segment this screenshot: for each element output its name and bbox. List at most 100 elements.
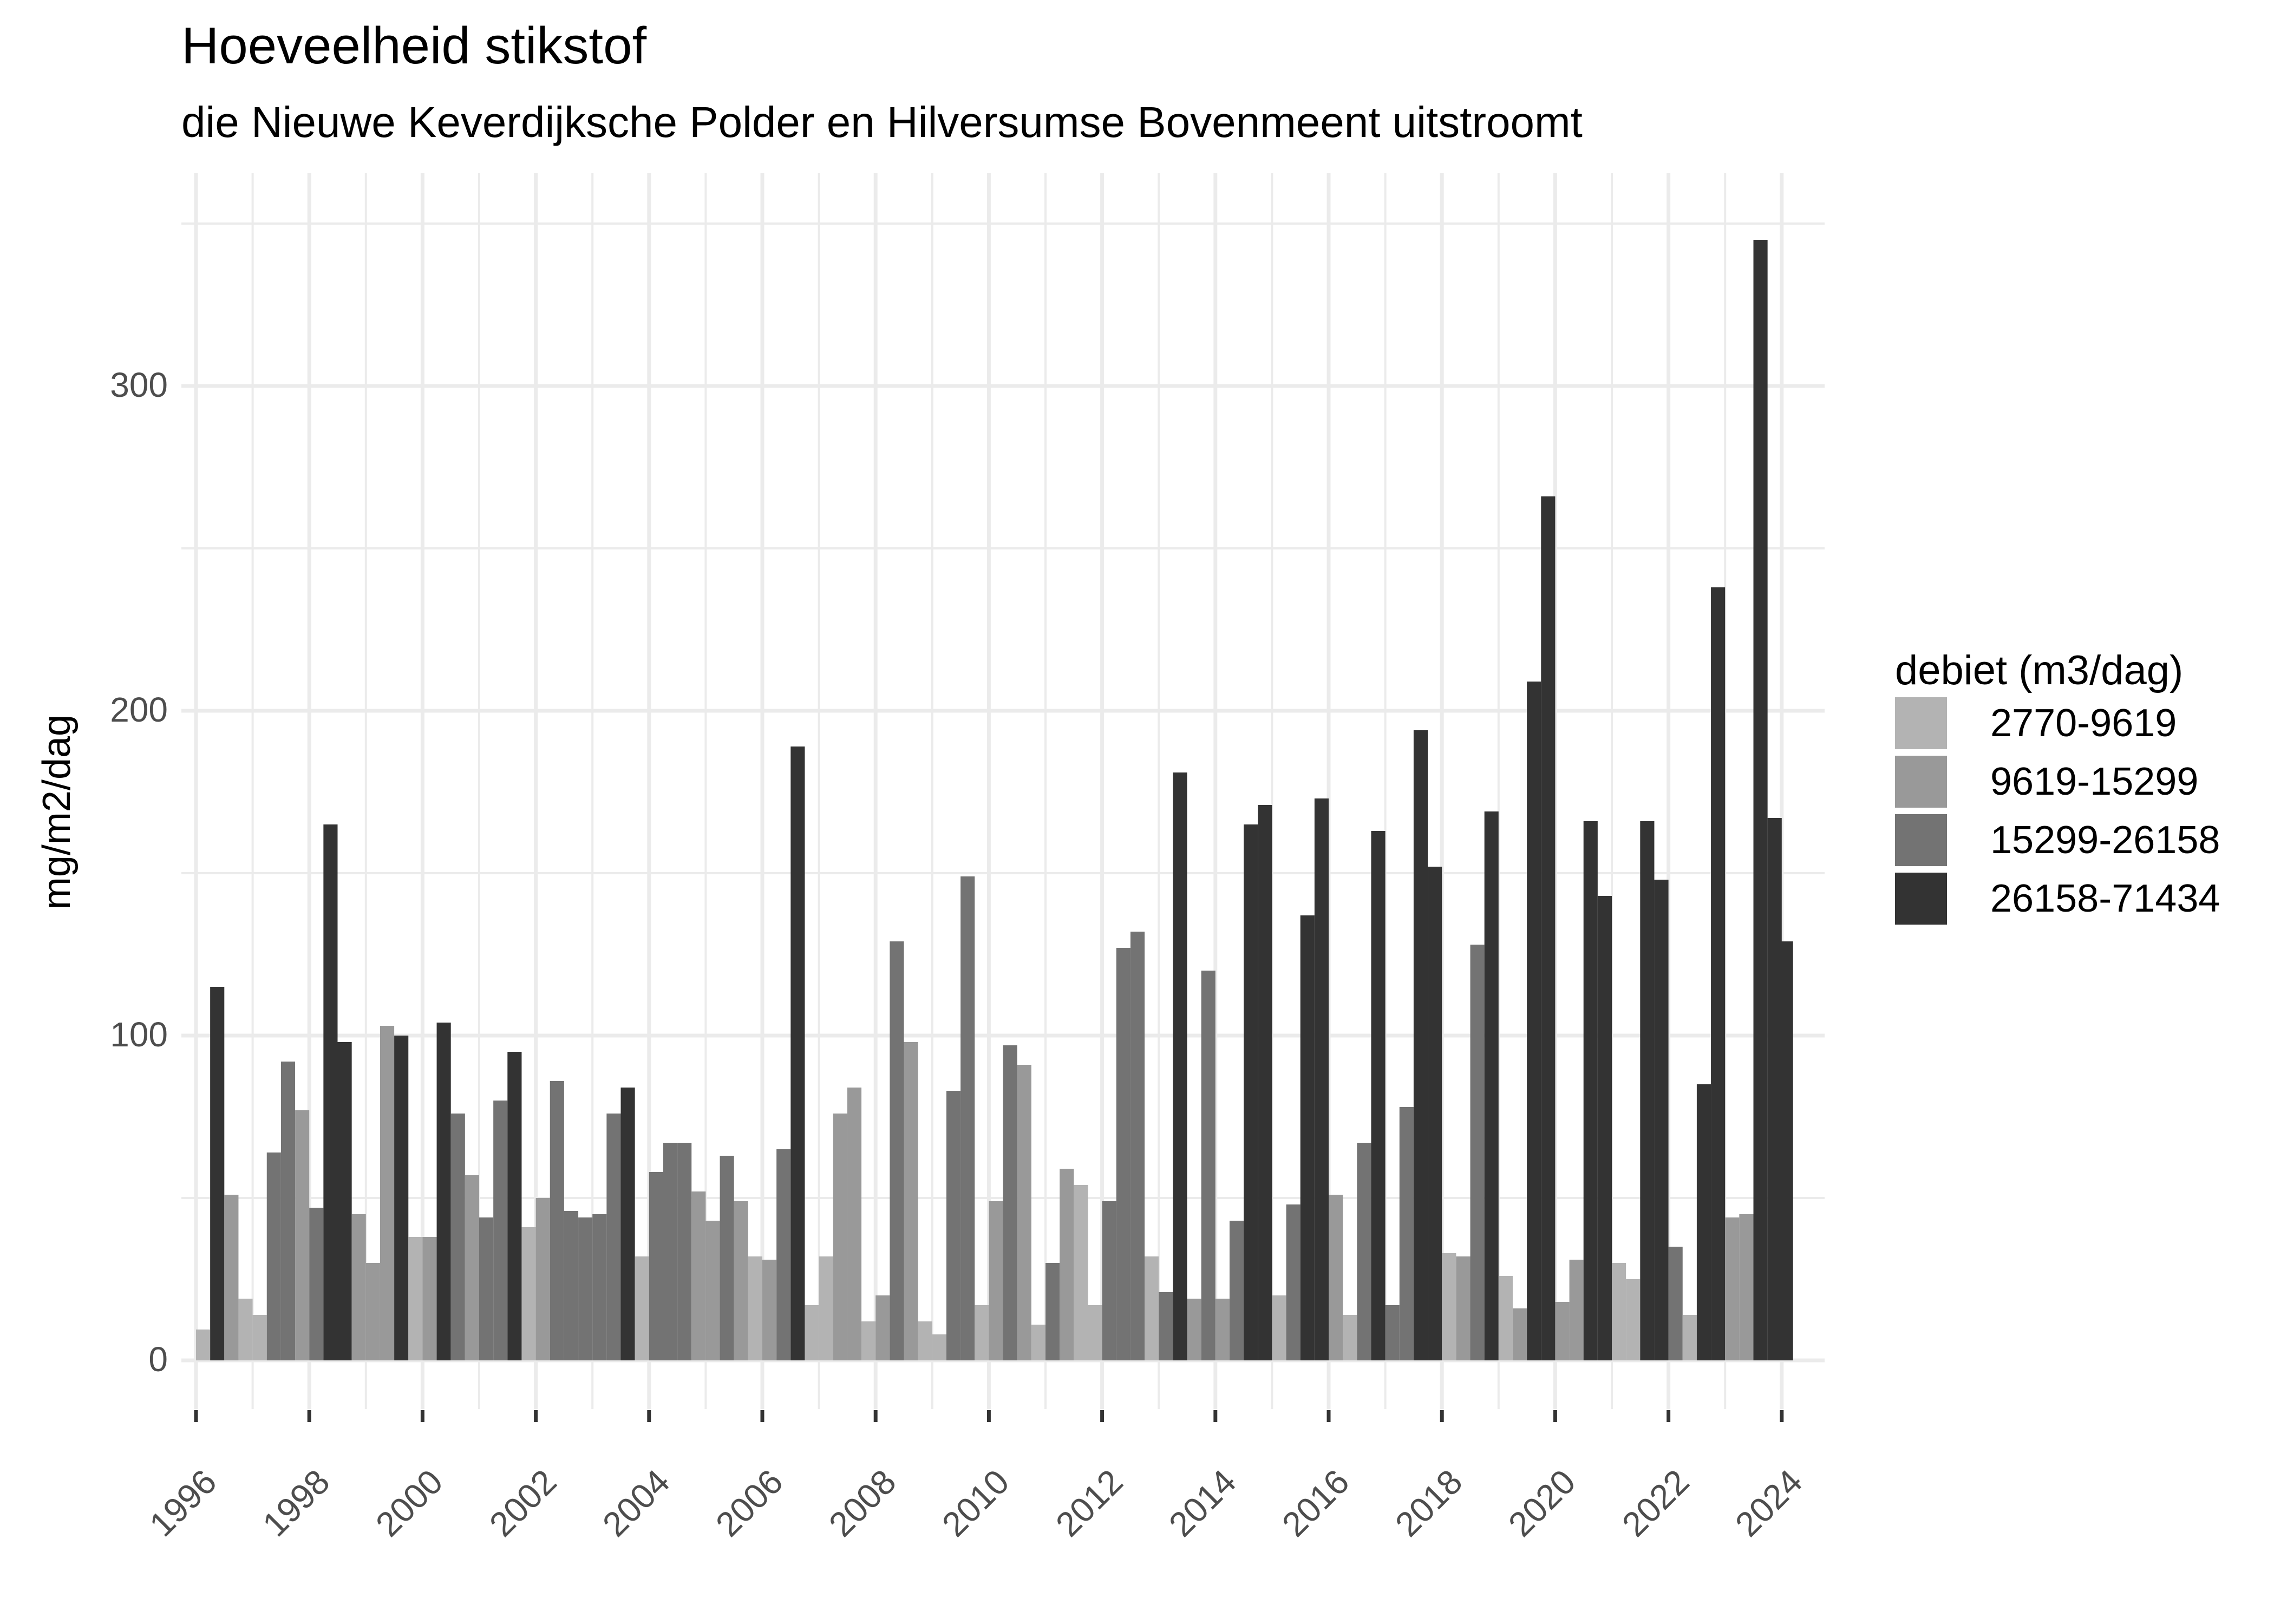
- legend-label: 26158-71434: [1990, 877, 2220, 920]
- x-tick-label: 2004: [594, 1462, 677, 1544]
- bar: [1413, 730, 1428, 1360]
- legend-swatch: [1895, 756, 1947, 808]
- bar: [1527, 682, 1541, 1360]
- x-tick-label: 2016: [1275, 1462, 1357, 1544]
- x-tick-label: 2022: [1614, 1462, 1697, 1544]
- bar: [365, 1263, 380, 1360]
- bar: [1583, 821, 1598, 1360]
- bar: [734, 1201, 748, 1360]
- legend-item: 2770-9619: [1895, 694, 2220, 752]
- bar: [918, 1321, 932, 1360]
- bar: [1258, 805, 1272, 1360]
- bar: [663, 1143, 678, 1360]
- bar: [1711, 587, 1726, 1360]
- bar: [507, 1052, 522, 1360]
- legend-item: 9619-15299: [1895, 752, 2220, 811]
- bar: [422, 1237, 437, 1360]
- bar: [1399, 1107, 1414, 1360]
- bar: [1470, 945, 1485, 1360]
- bar: [1498, 1276, 1513, 1360]
- bar: [210, 987, 225, 1360]
- bar: [1739, 1214, 1754, 1360]
- bar: [1102, 1201, 1116, 1360]
- bar: [1173, 772, 1187, 1360]
- chart-title: Hoeveelheid stikstof: [181, 17, 647, 75]
- bar: [790, 746, 805, 1360]
- x-tick-label: 2012: [1048, 1462, 1131, 1544]
- bar: [635, 1256, 649, 1360]
- bar: [833, 1114, 847, 1360]
- bar: [805, 1305, 819, 1360]
- legend-swatch: [1895, 697, 1947, 749]
- bar: [1130, 932, 1145, 1360]
- bar: [1682, 1315, 1697, 1360]
- bar: [224, 1195, 239, 1360]
- y-axis-label: mg/m2/dag: [35, 714, 79, 910]
- bar: [1541, 496, 1556, 1360]
- bar: [1031, 1325, 1045, 1360]
- bar: [309, 1208, 324, 1360]
- x-tick-label: 2002: [481, 1462, 564, 1544]
- bar: [1371, 831, 1386, 1360]
- bar: [691, 1191, 706, 1360]
- bar: [748, 1256, 762, 1360]
- bar: [1314, 798, 1329, 1360]
- bar: [720, 1156, 734, 1360]
- legend-item: 15299-26158: [1895, 811, 2220, 869]
- bar: [1640, 821, 1655, 1360]
- plot-area: [165, 173, 1825, 1429]
- bar: [1385, 1305, 1400, 1360]
- bar: [776, 1149, 791, 1360]
- bar: [1215, 1299, 1230, 1360]
- bar: [1145, 1256, 1159, 1360]
- bar: [238, 1299, 253, 1360]
- bar: [1003, 1045, 1017, 1360]
- x-tick-label: 1998: [255, 1462, 337, 1544]
- bar: [1555, 1302, 1570, 1360]
- bar: [1088, 1305, 1102, 1360]
- x-tick-label: 2014: [1161, 1462, 1244, 1544]
- bar: [762, 1260, 777, 1360]
- bar: [989, 1201, 1003, 1360]
- bar: [295, 1110, 310, 1360]
- bar-chart: [165, 173, 1825, 1422]
- bar: [1329, 1195, 1343, 1360]
- bar: [1074, 1185, 1088, 1360]
- bar: [1060, 1169, 1074, 1360]
- legend: debiet (m3/dag) 2770-9619 9619-15299 152…: [1895, 647, 2220, 928]
- bar: [337, 1042, 352, 1360]
- bar: [450, 1114, 465, 1360]
- y-tick-label: 0: [148, 1340, 168, 1379]
- bar: [1159, 1292, 1173, 1360]
- x-tick-label: 2018: [1388, 1462, 1470, 1544]
- bar: [946, 1091, 961, 1360]
- bar: [252, 1315, 267, 1360]
- y-tick-label: 300: [110, 365, 168, 404]
- bar: [1456, 1256, 1471, 1360]
- bar: [521, 1227, 536, 1360]
- bar: [1187, 1299, 1201, 1360]
- legend-swatch: [1895, 873, 1947, 925]
- bar: [1272, 1295, 1286, 1360]
- bar: [535, 1198, 550, 1360]
- bar: [465, 1175, 479, 1360]
- bar: [550, 1081, 564, 1360]
- legend-title: debiet (m3/dag): [1895, 647, 2184, 693]
- bar: [1201, 971, 1216, 1360]
- bar: [960, 876, 975, 1360]
- bar: [280, 1062, 296, 1360]
- bar: [1017, 1065, 1031, 1360]
- legend-label: 15299-26158: [1990, 818, 2220, 862]
- bar: [1484, 811, 1499, 1360]
- y-tick-label: 100: [110, 1015, 168, 1054]
- bar: [592, 1214, 607, 1360]
- bar: [1286, 1204, 1301, 1360]
- bar: [578, 1217, 593, 1360]
- bar: [890, 941, 904, 1360]
- bar: [875, 1295, 890, 1360]
- bar: [932, 1334, 946, 1360]
- bar: [1116, 948, 1131, 1360]
- legend-item: 26158-71434: [1895, 869, 2220, 928]
- bar: [847, 1088, 862, 1360]
- bar: [394, 1036, 409, 1360]
